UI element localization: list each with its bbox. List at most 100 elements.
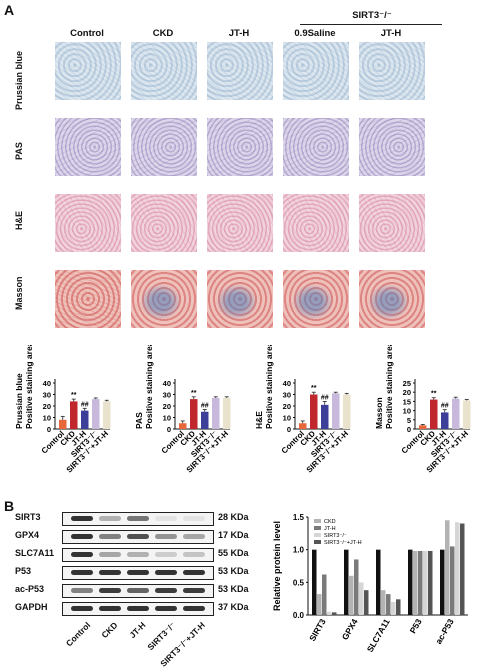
kda-slc7a11: 55 KDa [218, 548, 249, 558]
chart-y-tick-label: 0 [47, 425, 51, 434]
blot-band [71, 516, 93, 521]
chart-y-tick-label: 20 [403, 388, 411, 397]
col-header-sirt3-jth: JT-H [380, 28, 402, 39]
chart-y-tick-label: 20 [163, 402, 171, 411]
chart-y-tick-label: 0.0 [293, 611, 305, 620]
blot-band [99, 570, 121, 575]
kda-sirt3: 28 KDa [218, 512, 249, 522]
blot-band [99, 534, 121, 539]
blot-band [127, 516, 149, 521]
micrograph-he-saline [283, 194, 349, 252]
chart-bar [364, 590, 369, 615]
chart-bar [391, 601, 396, 615]
blot-band [71, 606, 93, 611]
chart-y-tick-label: 1.5 [293, 513, 305, 522]
chart-significance: ** [311, 385, 317, 392]
chart-significance: ** [191, 390, 197, 397]
chart-bar [92, 399, 100, 429]
blot-band [71, 534, 93, 539]
chart-bar [321, 404, 329, 429]
chart-bar [322, 574, 327, 615]
chart-y-tick-label: 10 [283, 414, 291, 423]
chart-ylabel-line: PAS [134, 412, 144, 429]
chart-y-tick-label: 0 [407, 425, 411, 434]
micrograph-he-control [55, 194, 121, 252]
chart-ylabel: Relative protein level [272, 521, 282, 611]
micrograph-pas-ckd [131, 118, 197, 176]
chart-bar [445, 520, 450, 615]
chart-y-tick-label: 20 [283, 402, 291, 411]
blot-band [183, 588, 205, 593]
blot-strip-4 [62, 584, 214, 598]
chart-significance: ## [321, 394, 329, 401]
blot-strip-0 [62, 512, 214, 526]
chart-y-tick-label: 0 [167, 425, 171, 434]
chart-legend-swatch [314, 533, 321, 537]
chart-bar [349, 575, 354, 615]
chart-bar [223, 397, 231, 429]
micrograph-pas-control [55, 118, 121, 176]
blot-band [99, 516, 121, 521]
micrograph-he-jth [207, 194, 273, 252]
lane-label-ckd: CKD [98, 620, 120, 641]
chart-x-tick-label: GPX4 [340, 617, 360, 642]
micrograph-prussian-sirt3-jth [359, 42, 425, 100]
micrograph-prussian-ckd [131, 42, 197, 100]
lane-label-control: Control [63, 620, 93, 649]
col-header-jth: JT-H [228, 28, 250, 39]
chart-y-tick-label: 30 [283, 391, 291, 400]
col-header-control: Control [70, 28, 104, 39]
chart-ylabel-line: H&E [254, 411, 264, 429]
chart-y-tick-label: 40 [163, 379, 171, 388]
chart-bar [428, 550, 433, 615]
relative-protein-chart: Relative protein level 0.0 0.5 1.0 1.5 SIRT3 G… [272, 513, 468, 654]
chart-bar [408, 549, 413, 615]
blot-band [183, 534, 205, 539]
blot-band [71, 552, 93, 557]
row-label-pas: PAS [14, 142, 24, 160]
chart-significance: ## [81, 401, 89, 408]
chart-ylabel-line: Masson [374, 397, 384, 429]
chart-significance: ** [71, 392, 77, 399]
chart-bar [463, 400, 471, 429]
chart-bar [332, 612, 337, 615]
chart-bar [70, 401, 78, 429]
blot-band [127, 570, 149, 575]
chart-bar [312, 549, 317, 615]
chart-y-tick-label: 40 [283, 379, 291, 388]
chart-x-tick-label: ac-P53 [433, 617, 456, 646]
kda-gpx4: 17 KDa [218, 530, 249, 540]
lane-label-jth: JT-H [126, 620, 148, 641]
blot-band [99, 552, 121, 557]
chart-bar [332, 393, 340, 429]
chart-ylabel-line: Positive staining area(%) [144, 345, 154, 429]
chart-ylabel-line: Positive staining area(%) [24, 345, 34, 429]
micrograph-pas-jth [207, 118, 273, 176]
blot-band [155, 606, 177, 611]
chart-legend-swatch [314, 526, 321, 530]
quant-chart-1: PAS Positive staining area(%)010203040Con… [134, 345, 231, 475]
micrograph-masson-ckd [131, 270, 197, 328]
group-bracket-line [300, 24, 442, 25]
blot-band [127, 552, 149, 557]
chart-bar [343, 394, 351, 429]
chart-bar [59, 419, 67, 429]
blot-band [155, 570, 177, 575]
chart-bar [310, 394, 318, 429]
col-header-saline: 0.9Saline [294, 28, 336, 39]
chart-bar [460, 523, 465, 615]
blot-strip-1 [62, 530, 214, 544]
micrograph-he-sirt3-jth [359, 194, 425, 252]
micrograph-he-ckd [131, 194, 197, 252]
blot-band [155, 552, 177, 557]
chart-y-tick-label: 30 [163, 391, 171, 400]
chart-x-tick-label: P53 [408, 617, 424, 635]
chart-bar [430, 399, 438, 429]
blot-band [71, 588, 93, 593]
kda-p53: 53 KDa [218, 566, 249, 576]
panel-a-label: A [4, 2, 15, 18]
chart-y-tick-label: 0.5 [293, 578, 305, 587]
chart-y-tick-label: 1.0 [293, 546, 305, 555]
micrograph-prussian-control [55, 42, 121, 100]
blot-strip-2 [62, 548, 214, 562]
